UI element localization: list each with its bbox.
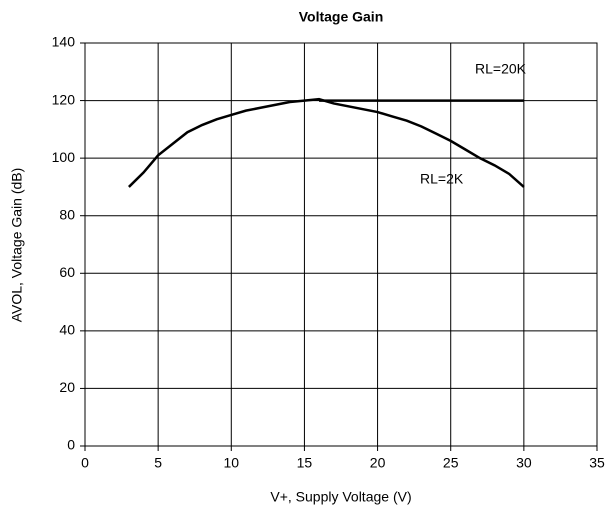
y-tick-label: 140 — [52, 34, 76, 50]
x-tick-label: 20 — [370, 455, 386, 471]
series-label: RL=2K — [420, 171, 464, 187]
chart-title: Voltage Gain — [299, 9, 384, 25]
x-tick-label: 15 — [297, 455, 313, 471]
y-tick-label: 60 — [59, 264, 75, 280]
y-tick-label: 0 — [67, 437, 75, 453]
y-tick-label: 80 — [59, 206, 75, 222]
x-axis-label: V+, Supply Voltage (V) — [270, 489, 411, 505]
series-label: RL=20K — [475, 61, 527, 77]
y-tick-label: 40 — [59, 322, 75, 338]
y-tick-label: 20 — [59, 379, 75, 395]
y-tick-label: 100 — [52, 149, 76, 165]
x-tick-label: 30 — [516, 455, 532, 471]
x-tick-label: 35 — [589, 455, 605, 471]
plot-frame — [84, 42, 598, 447]
y-tick-label: 120 — [52, 91, 76, 107]
x-tick-label: 25 — [443, 455, 459, 471]
series-line — [128, 97, 525, 188]
y-axis-label: AVOL, Voltage Gain (dB) — [9, 168, 25, 323]
x-tick-label: 10 — [223, 455, 239, 471]
x-tick-label: 5 — [154, 455, 162, 471]
x-tick-label: 0 — [81, 455, 89, 471]
